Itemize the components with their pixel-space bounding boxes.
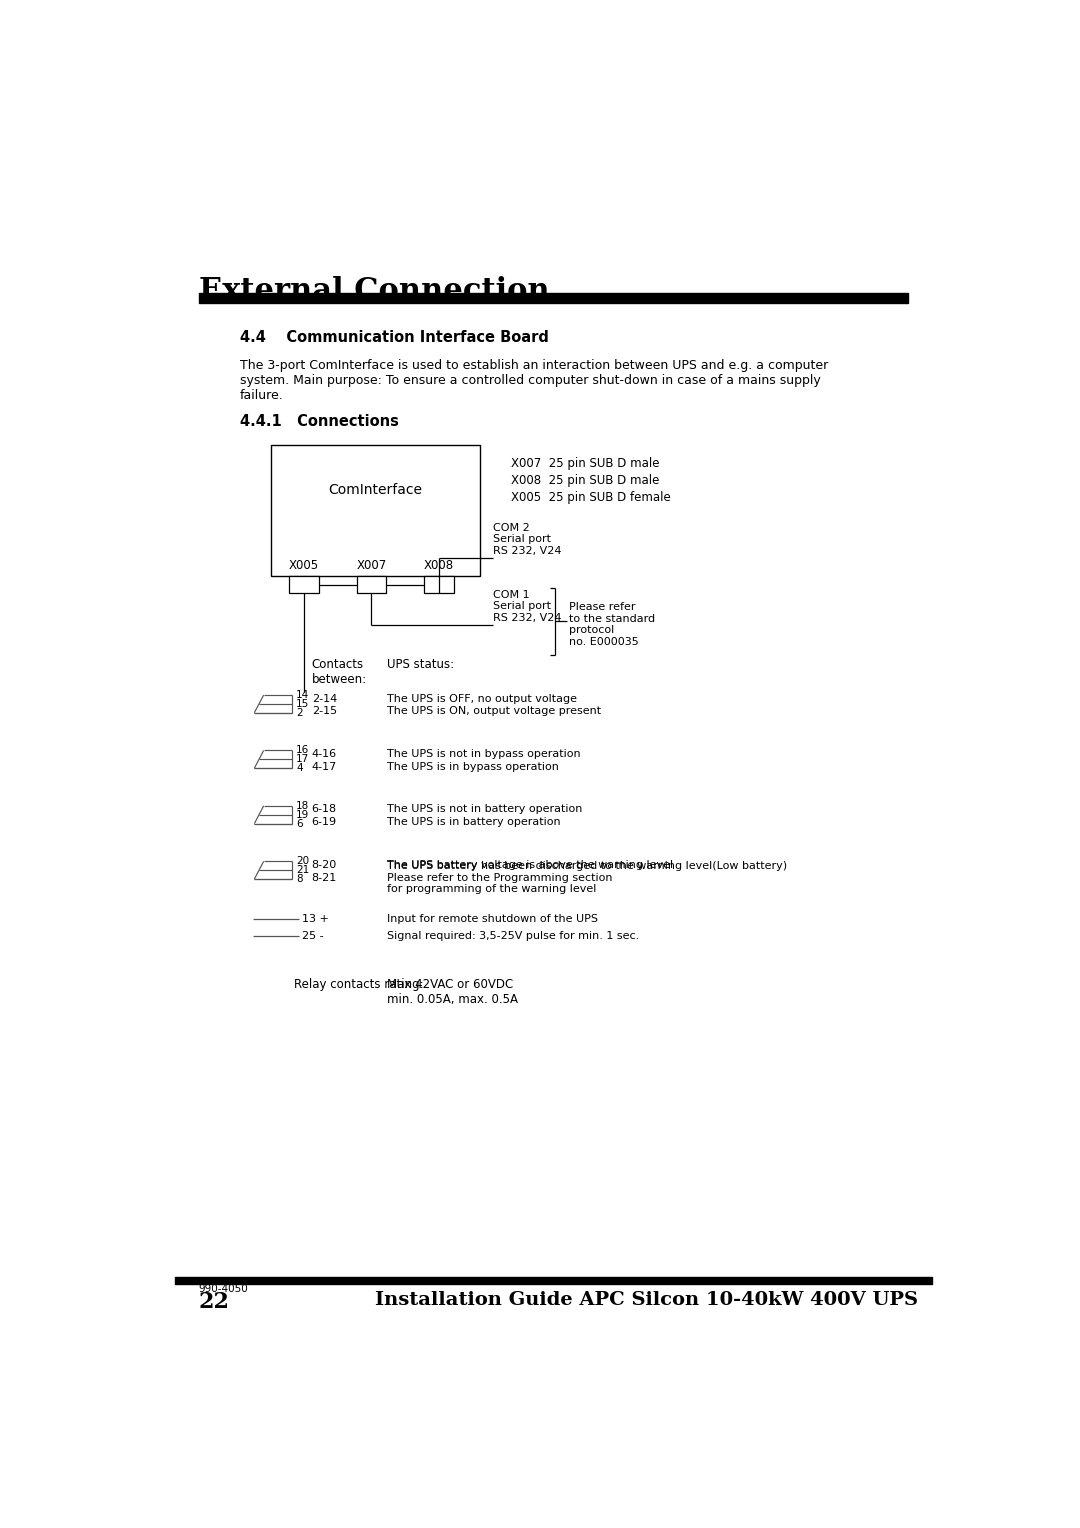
Text: 8-21: 8-21 [312,872,337,883]
Text: Relay contacts rating:: Relay contacts rating: [294,978,423,992]
Bar [175,1277,932,1285]
Text: 4-16: 4-16 [312,749,337,759]
Text: X005: X005 [288,559,319,571]
Text: Input for remote shutdown of the UPS: Input for remote shutdown of the UPS [387,914,598,924]
Text: The UPS is ON, output voltage present: The UPS is ON, output voltage present [387,706,600,717]
Text: 2-15: 2-15 [312,706,337,717]
Text: 4: 4 [296,762,302,773]
Text: Signal required: 3,5-25V pulse for min. 1 sec.: Signal required: 3,5-25V pulse for min. … [387,932,639,941]
Text: 6-19: 6-19 [312,817,337,827]
Text: 2: 2 [296,707,302,718]
Text: X008: X008 [423,559,454,571]
Text: Max 42VAC or 60VDC
min. 0.05A, max. 0.5A: Max 42VAC or 60VDC min. 0.05A, max. 0.5A [387,978,518,1005]
Text: 25 -: 25 - [301,932,323,941]
Text: 22: 22 [199,1291,230,1313]
Text: 8: 8 [296,874,302,885]
Text: 990-4050: 990-4050 [199,1284,248,1294]
Text: Installation Guide APC Silcon 10-40kW 400V UPS: Installation Guide APC Silcon 10-40kW 40… [375,1291,918,1308]
Text: External Connection: External Connection [199,275,550,307]
Text: 2-14: 2-14 [312,694,337,703]
Text: The UPS is OFF, no output voltage: The UPS is OFF, no output voltage [387,694,577,703]
Text: 4-17: 4-17 [312,762,337,772]
Text: 13 +: 13 + [301,914,328,924]
Text: 6-18: 6-18 [312,804,337,814]
Text: UPS status:: UPS status: [387,657,454,671]
Text: ComInterface: ComInterface [328,483,422,497]
Text: 15: 15 [296,698,310,709]
Text: The UPS is not in battery operation: The UPS is not in battery operation [387,804,582,814]
Text: 6: 6 [296,819,302,828]
Text: COM 1
Serial port
RS 232, V24: COM 1 Serial port RS 232, V24 [494,590,562,623]
Bar [289,576,319,593]
Text: X007  25 pin SUB D male: X007 25 pin SUB D male [511,457,660,471]
Text: 21: 21 [296,865,310,876]
Text: 19: 19 [296,810,310,819]
Bar [199,293,908,304]
Text: 8-20: 8-20 [312,860,337,869]
Text: 16: 16 [296,746,310,755]
Bar [424,576,454,593]
Text: 20: 20 [296,856,309,866]
Text: 18: 18 [296,801,310,811]
Text: 17: 17 [296,755,310,764]
Text: 4.4.1   Connections: 4.4.1 Connections [240,414,399,429]
Text: X007: X007 [356,559,387,571]
Text: Contacts
between:: Contacts between: [312,657,367,686]
Text: X005  25 pin SUB D female: X005 25 pin SUB D female [511,492,671,504]
Text: The 3-port ComInterface is used to establish an interaction between UPS and e.g.: The 3-port ComInterface is used to estab… [240,359,828,402]
Text: 14: 14 [296,691,310,700]
Text: The UPS battery voltage is above the warning level: The UPS battery voltage is above the war… [387,860,673,869]
Text: Please refer
to the standard
protocol
no. E000035: Please refer to the standard protocol no… [569,602,656,646]
Text: X008  25 pin SUB D male: X008 25 pin SUB D male [511,474,659,487]
Bar [356,576,387,593]
Text: 4.4    Communication Interface Board: 4.4 Communication Interface Board [240,330,549,345]
Text: The UPS battery has been discharged to the warning level(Low battery)
Please ref: The UPS battery has been discharged to t… [387,860,787,894]
Text: The UPS is in bypass operation: The UPS is in bypass operation [387,762,558,772]
Bar [271,445,480,576]
Text: COM 2
Serial port
RS 232, V24: COM 2 Serial port RS 232, V24 [494,523,562,556]
Text: The UPS is not in bypass operation: The UPS is not in bypass operation [387,749,581,759]
Text: The UPS is in battery operation: The UPS is in battery operation [387,817,561,827]
